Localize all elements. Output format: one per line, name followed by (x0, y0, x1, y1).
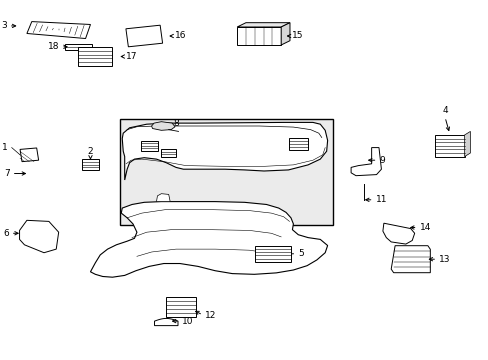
Text: 17: 17 (126, 52, 138, 61)
Polygon shape (126, 25, 162, 47)
Bar (81, 159, 99, 170)
Polygon shape (382, 223, 414, 244)
Polygon shape (237, 23, 289, 27)
Polygon shape (151, 122, 175, 130)
Polygon shape (350, 148, 381, 176)
Text: 16: 16 (175, 31, 186, 40)
Polygon shape (122, 122, 327, 180)
Bar (166, 297, 195, 317)
Bar (161, 149, 176, 157)
Text: 3: 3 (1, 21, 7, 30)
Text: 4: 4 (441, 106, 447, 115)
Text: 13: 13 (438, 255, 450, 264)
Bar (434, 135, 464, 157)
Text: 11: 11 (375, 195, 386, 204)
Text: 1: 1 (2, 143, 8, 152)
Polygon shape (27, 22, 90, 39)
Bar (237, 27, 281, 45)
Text: 2: 2 (87, 147, 93, 156)
Text: 12: 12 (204, 310, 216, 320)
Polygon shape (281, 23, 289, 45)
Text: 5: 5 (298, 249, 304, 258)
Polygon shape (20, 220, 59, 253)
Text: 10: 10 (182, 317, 193, 325)
Bar (120, 119, 332, 225)
Bar (78, 47, 112, 66)
Text: 15: 15 (292, 31, 304, 40)
Polygon shape (20, 148, 39, 162)
Text: 18: 18 (48, 42, 60, 51)
Polygon shape (154, 319, 178, 325)
Polygon shape (464, 131, 469, 157)
Text: 8: 8 (173, 119, 179, 128)
Polygon shape (90, 202, 327, 277)
Bar (288, 138, 307, 150)
Text: 6: 6 (3, 229, 9, 238)
Bar (254, 246, 291, 262)
Text: 14: 14 (419, 223, 430, 232)
Polygon shape (390, 246, 429, 273)
Bar (64, 44, 92, 50)
Polygon shape (156, 194, 170, 202)
Bar (141, 141, 157, 151)
Text: 7: 7 (4, 169, 10, 178)
Text: 9: 9 (379, 156, 385, 165)
